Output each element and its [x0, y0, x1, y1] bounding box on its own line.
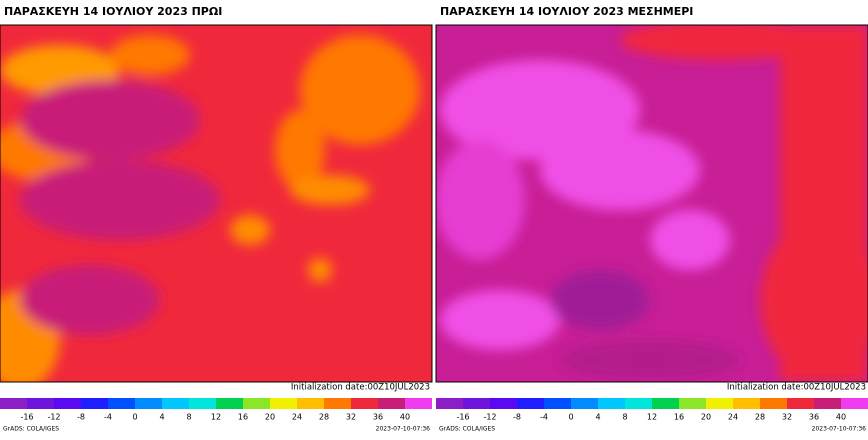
colorbar-swatch: [625, 398, 652, 409]
init-date: Initialization date:00Z10JUL2023: [727, 383, 866, 393]
colorbar-label: 20: [701, 413, 711, 422]
colorbar-swatch: [189, 398, 216, 409]
colorbar-swatch: [733, 398, 760, 409]
colorbar-label: -8: [513, 413, 521, 422]
timestamp: 2023-07-10-07:36: [812, 426, 867, 433]
colorbar-swatch: [598, 398, 625, 409]
colorbar-swatch: [378, 398, 405, 409]
colorbar-label: -12: [47, 413, 60, 422]
colorbar-swatch: [652, 398, 679, 409]
colorbar-swatch: [405, 398, 432, 409]
colorbar-label: -16: [20, 413, 33, 422]
colorbar-label: -12: [483, 413, 496, 422]
colorbar-swatch: [54, 398, 81, 409]
colorbar-swatch: [216, 398, 243, 409]
colorbar-label: 32: [346, 413, 356, 422]
colorbar-swatch: [270, 398, 297, 409]
colorbar-label: 28: [755, 413, 765, 422]
colorbar-label: 40: [836, 413, 846, 422]
colorbar-swatch: [351, 398, 378, 409]
colorbar-label: 8: [622, 413, 627, 422]
colorbar-label: 12: [211, 413, 221, 422]
colorbar-swatch: [27, 398, 54, 409]
colorbar-label: 36: [373, 413, 383, 422]
colorbar-swatch: [787, 398, 814, 409]
map-frame: [0, 24, 433, 383]
credit: GrADS: COLA/IGES: [3, 426, 59, 433]
colorbar-label: 40: [400, 413, 410, 422]
map-left: [0, 25, 432, 382]
colorbar-label: 0: [568, 413, 573, 422]
colorbar-label: 28: [319, 413, 329, 422]
colorbar-swatch: [436, 398, 463, 409]
colorbar-swatch: [571, 398, 598, 409]
timestamp: 2023-07-10-07:36: [376, 426, 431, 433]
colorbar-swatch: [297, 398, 324, 409]
colorbar-label: 0: [132, 413, 137, 422]
colorbar-swatch: [544, 398, 571, 409]
colorbar-swatch: [135, 398, 162, 409]
colorbar-label: 32: [782, 413, 792, 422]
colorbar-swatch: [463, 398, 490, 409]
colorbar-swatch: [81, 398, 108, 409]
init-date: Initialization date:00Z10JUL2023: [291, 383, 430, 393]
colorbar-label: -16: [456, 413, 469, 422]
panel-title: ΠΑΡΑΣΚΕΥΗ 14 ΙΟΥΛΙΟΥ 2023 ΠΡΩΙ: [4, 5, 222, 18]
colorbar-swatch: [706, 398, 733, 409]
colorbar-label: 4: [595, 413, 600, 422]
colorbar-swatch: [162, 398, 189, 409]
colorbar-label: -4: [540, 413, 548, 422]
colorbar-label: 8: [186, 413, 191, 422]
panel-title: ΠΑΡΑΣΚΕΥΗ 14 ΙΟΥΛΙΟΥ 2023 ΜΕΣΗΜΕΡΙ: [440, 5, 693, 18]
colorbar-swatch: [517, 398, 544, 409]
colorbar-label: -8: [77, 413, 85, 422]
map-right: [436, 25, 868, 382]
colorbar-label: 16: [238, 413, 248, 422]
map-frame: [435, 24, 868, 383]
credit: GrADS: COLA/IGES: [439, 426, 495, 433]
colorbar-swatch: [814, 398, 841, 409]
colorbar-label: 16: [674, 413, 684, 422]
colorbar-swatch: [490, 398, 517, 409]
colorbar-label: 12: [647, 413, 657, 422]
colorbar-label: -4: [104, 413, 112, 422]
colorbar-label: 24: [292, 413, 302, 422]
colorbar-swatch: [0, 398, 27, 409]
colorbar-swatch: [243, 398, 270, 409]
colorbar-label: 36: [809, 413, 819, 422]
colorbar-label: 4: [159, 413, 164, 422]
colorbar-swatch: [841, 398, 868, 409]
colorbar-label: 24: [728, 413, 738, 422]
colorbar-swatch: [760, 398, 787, 409]
colorbar-swatch: [679, 398, 706, 409]
colorbar-swatch: [324, 398, 351, 409]
colorbar-label: 20: [265, 413, 275, 422]
colorbar-swatch: [108, 398, 135, 409]
